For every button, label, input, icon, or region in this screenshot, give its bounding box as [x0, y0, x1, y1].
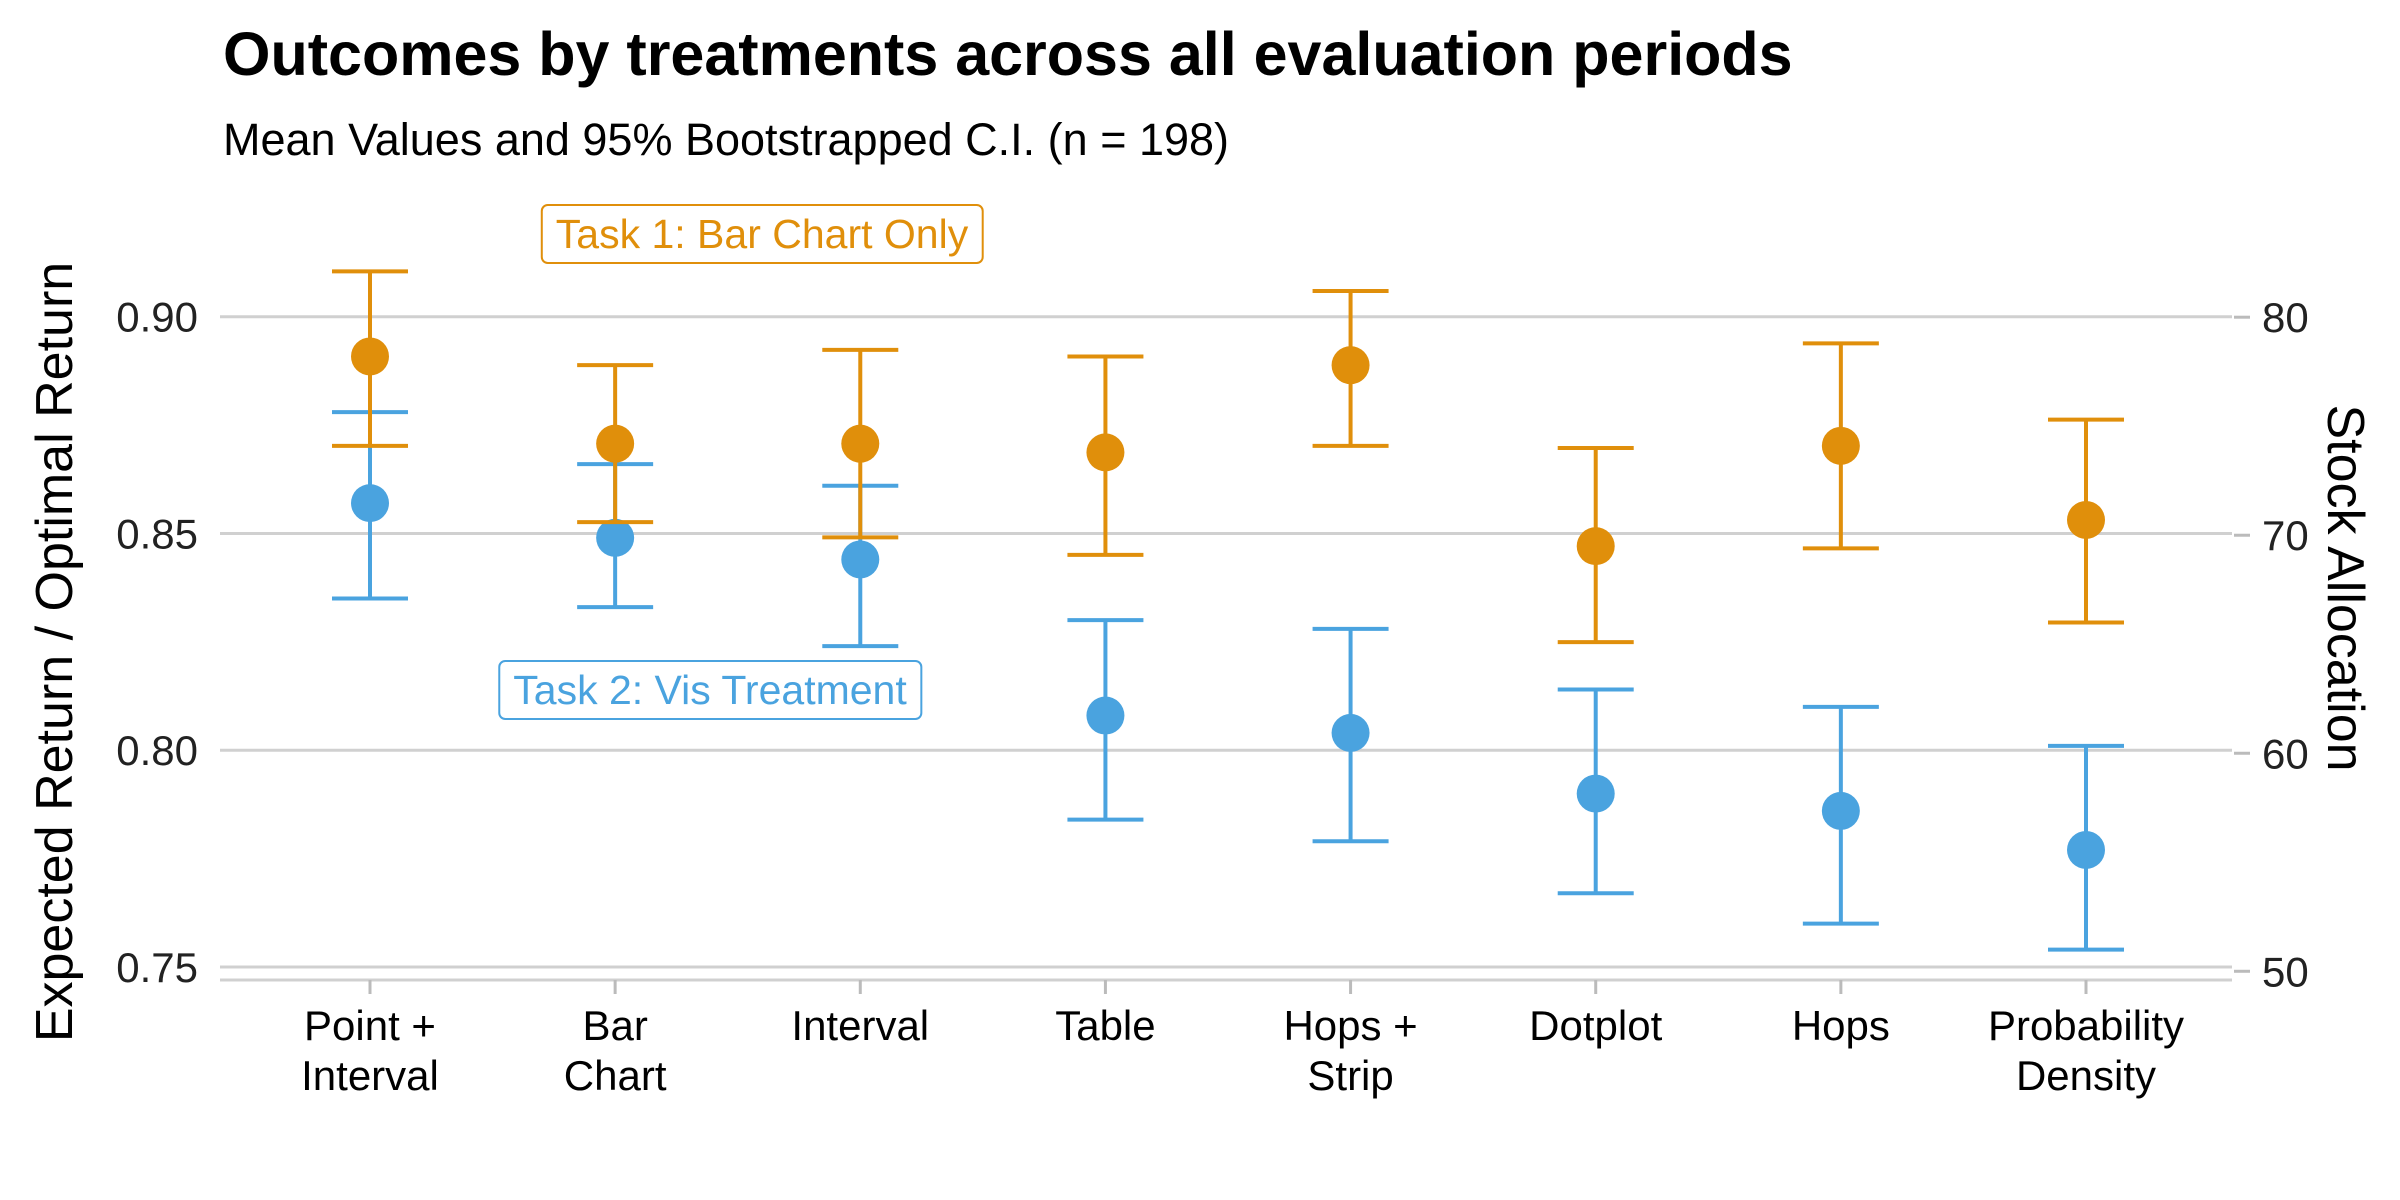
mean-point [596, 424, 635, 463]
x-tick-label: Bar Chart [564, 1002, 667, 1099]
mean-point [1821, 791, 1860, 830]
x-tick-label: Point + Interval [301, 1002, 439, 1099]
y-tick-label: 0.85 [116, 510, 198, 557]
chart-subtitle: Mean Values and 95% Bootstrapped C.I. (n… [223, 114, 1229, 165]
right-axis: 50 60 70 80 [2234, 294, 2309, 995]
category-labels: Point + Interval Bar Chart Interval Table Hops… [301, 980, 2184, 1099]
mean-point [841, 540, 880, 579]
gridlines [220, 315, 2232, 969]
annotation-label: Task 1: Bar Chart Only [540, 204, 984, 264]
mean-point [841, 424, 880, 463]
series-left [332, 410, 2124, 952]
y2-axis-title: Stock Allocation [2316, 404, 2374, 771]
x-tick-label: Probability Density [1988, 1002, 2184, 1099]
mean-point [1576, 774, 1615, 813]
annotation-box [540, 204, 984, 264]
y2-tick-label: 70 [2262, 512, 2309, 559]
mean-point [2067, 500, 2105, 539]
mean-point [1331, 713, 1370, 752]
x-tick-label: Interval [791, 1002, 929, 1049]
annotation-box [498, 660, 923, 720]
mean-point [1821, 426, 1860, 465]
chart-marks [332, 269, 2124, 952]
mean-point [1576, 527, 1615, 566]
x-tick-label: Dotplot [1529, 1002, 1662, 1049]
chart-title: Outcomes by treatments across all evalua… [223, 20, 1793, 88]
y-tick-label: 0.90 [116, 294, 198, 341]
y2-tick-label: 50 [2262, 948, 2309, 995]
mean-point [1086, 696, 1125, 735]
y2-tick-label: 60 [2262, 730, 2309, 777]
annotation-text: Task 1: Bar Chart Only [556, 211, 969, 257]
annotations: Task 1: Bar Chart Only Task 2: Vis Treatm… [498, 204, 984, 720]
annotation-text: Task 2: Vis Treatment [513, 667, 907, 713]
y-tick-label: 0.80 [116, 727, 198, 774]
left-axis: 0.75 0.80 0.85 0.90 [116, 294, 2232, 991]
x-tick-label: Table [1055, 1002, 1155, 1049]
x-tick-label: Hops [1792, 1002, 1890, 1049]
mean-point [351, 484, 389, 523]
annotation-label: Task 2: Vis Treatment [498, 660, 923, 720]
mean-point [596, 518, 635, 557]
x-tick-label: Hops + Strip [1283, 1002, 1417, 1099]
mean-point [1331, 346, 1370, 385]
y-axis-title: Expected Return / Optimal Return [26, 262, 84, 1042]
mean-point [1086, 433, 1125, 472]
y2-tick-label: 80 [2262, 294, 2309, 341]
series-right [332, 269, 2124, 645]
mean-point [2067, 830, 2105, 869]
mean-point [351, 337, 389, 376]
y-tick-label: 0.75 [116, 944, 198, 991]
